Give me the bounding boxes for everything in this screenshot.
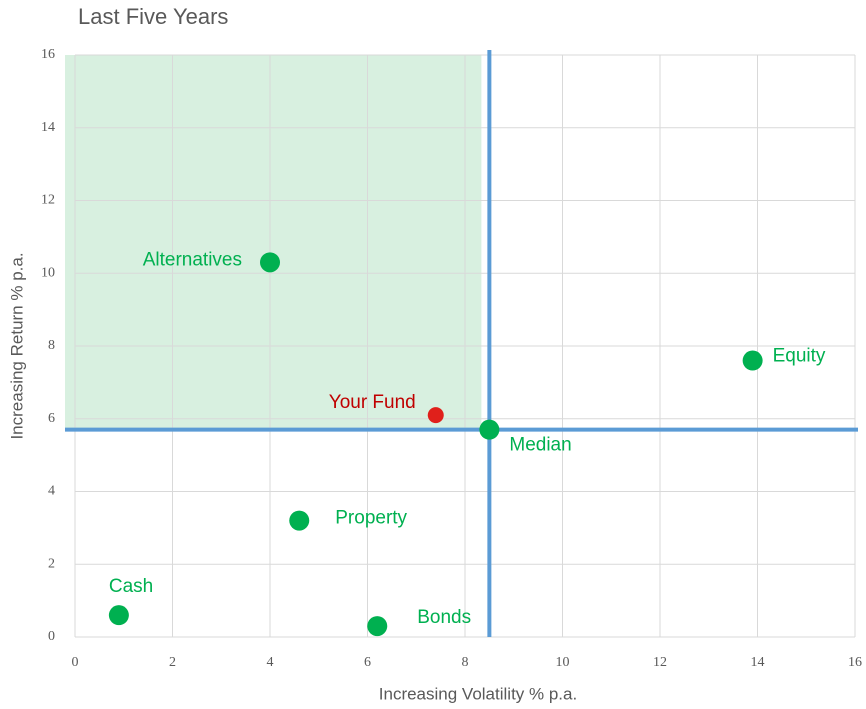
y-tick-label: 0 [48,629,55,644]
x-tick-label: 6 [364,655,371,670]
y-tick-label: 12 [41,193,55,208]
point [367,616,388,637]
point-label: Your Fund [329,392,416,413]
x-tick-label: 2 [169,655,176,670]
y-tick-label: 2 [48,556,55,571]
y-tick-label: 6 [48,411,55,426]
point [260,252,280,273]
shaded-quadrant [65,55,482,430]
point-label: Equity [773,346,826,367]
x-tick-label: 12 [653,655,667,670]
point [479,419,500,440]
chart-title: Last Five Years [78,4,228,29]
point-label: Alternatives [143,249,242,270]
point [289,510,310,531]
x-axis-label: Increasing Volatility % p.a. [379,684,577,703]
point-label: Property [335,508,407,529]
x-tick-label: 14 [751,655,765,670]
x-tick-label: 4 [267,655,274,670]
point-label: Bonds [417,607,471,628]
x-tick-label: 10 [556,655,570,670]
y-axis-label: Increasing Return % p.a. [7,252,26,439]
point-label: Cash [109,576,153,597]
y-tick-label: 4 [48,484,55,499]
y-tick-label: 16 [41,47,55,62]
x-tick-label: 0 [72,655,79,670]
y-tick-label: 14 [41,120,55,135]
point [427,407,444,424]
point [742,350,763,371]
y-tick-label: 10 [41,265,55,280]
y-tick-label: 8 [48,338,55,353]
point-label: Median [509,435,571,456]
x-tick-label: 16 [848,655,862,670]
point [108,605,129,626]
x-tick-label: 8 [462,655,469,670]
